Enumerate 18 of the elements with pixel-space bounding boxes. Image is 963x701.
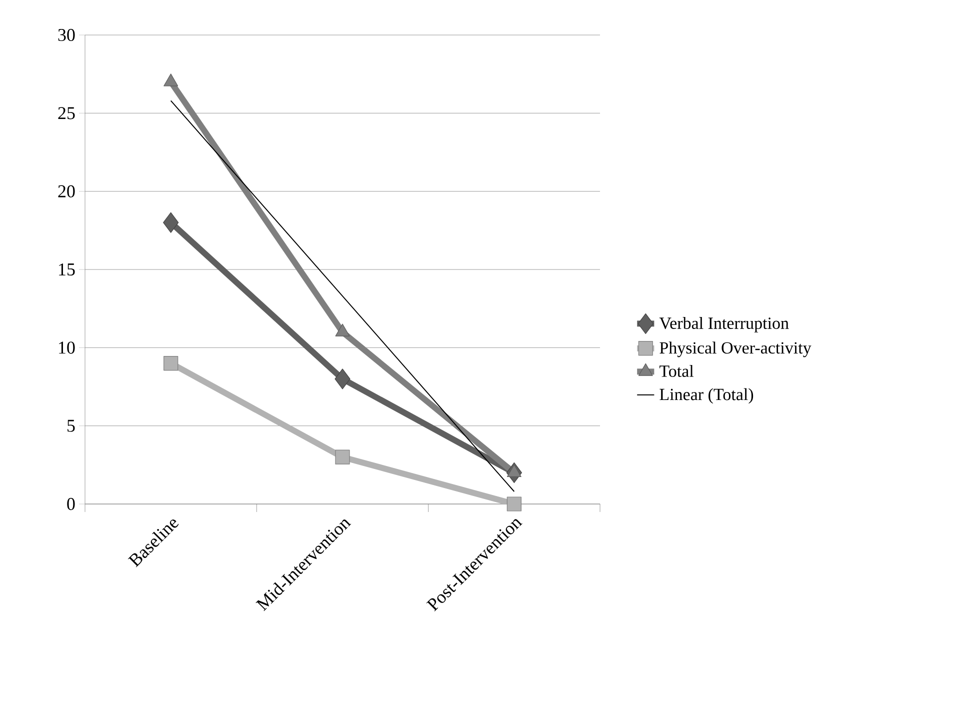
y-tick-label: 25 <box>58 107 75 120</box>
point <box>334 368 350 390</box>
y-tick-label: 20 <box>58 185 75 198</box>
y-tick-label: 30 <box>58 28 75 42</box>
point <box>335 324 350 336</box>
y-tick-label: 5 <box>68 420 75 432</box>
point <box>335 450 350 464</box>
point <box>506 496 522 512</box>
y-tick-label: 0 <box>67 498 75 510</box>
y-tick-label: 10 <box>59 342 75 354</box>
legend-label: Verbal Interruption <box>659 317 789 332</box>
point <box>164 74 178 86</box>
legend-label: Physical Over-activity <box>660 342 812 358</box>
point <box>164 356 178 371</box>
point <box>163 212 179 233</box>
legend-label: Total <box>659 364 694 377</box>
y-tick-label: 15 <box>59 263 75 276</box>
legend-label: Linear (Total) <box>660 388 754 404</box>
